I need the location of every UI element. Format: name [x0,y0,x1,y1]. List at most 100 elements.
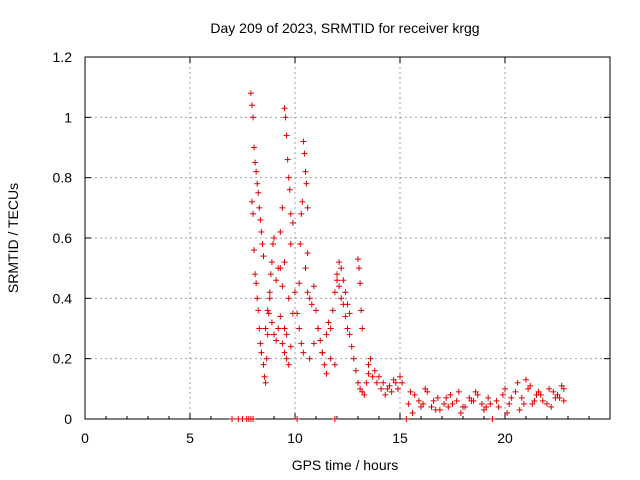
data-point [259,241,266,248]
data-point [502,385,508,392]
data-point [405,400,412,407]
data-point [281,349,288,356]
y-tick-label: 0.2 [53,351,73,367]
data-point [525,385,532,392]
data-point [327,325,334,332]
data-point [250,210,256,217]
data-point [255,189,262,196]
data-point [367,355,374,362]
data-point [299,198,306,205]
y-tick-label: 0 [64,411,72,427]
data-point [263,355,270,362]
data-point [294,310,301,317]
data-point [527,382,534,389]
data-point [342,313,349,320]
data-point [420,400,427,407]
data-point [344,301,351,308]
data-point [287,241,294,248]
data-point [308,301,315,308]
data-point [489,416,496,422]
data-point [466,394,473,401]
data-point [279,340,286,347]
data-point [268,319,275,326]
data-point [336,259,343,266]
data-point [485,394,492,401]
data-point [356,265,363,272]
data-point [388,388,395,395]
x-tick-label: 5 [186,430,194,446]
data-point [550,388,557,395]
data-point [321,361,328,368]
data-point [273,337,280,344]
data-point [340,277,347,284]
data-point [365,361,372,368]
data-point [323,331,330,338]
data-point [268,259,275,266]
data-point [286,186,293,193]
data-point [252,159,259,166]
data-point [251,144,258,151]
data-point [558,382,565,389]
data-point [483,403,490,410]
data-point [331,289,338,296]
data-point [281,105,288,112]
data-point [342,289,349,296]
data-points [229,90,567,422]
data-point [303,180,310,187]
data-point [334,271,340,278]
data-point [317,337,324,344]
data-point [487,400,494,407]
y-tick-label: 0.8 [53,170,73,186]
data-point [544,400,550,407]
data-point [306,355,313,362]
data-point [289,219,296,226]
data-point [384,385,391,392]
data-point [352,367,359,374]
data-point [310,283,317,290]
data-point [535,388,542,395]
data-point [506,400,513,407]
data-point [443,394,450,401]
data-point [359,388,366,395]
data-point [397,373,403,380]
data-point [363,379,370,386]
data-point [560,385,567,392]
data-point [355,256,361,263]
data-point [294,416,301,422]
y-tick-label: 0.6 [53,230,73,246]
data-point [455,388,462,395]
data-point [257,216,264,223]
data-point [355,379,361,386]
data-point [279,283,286,290]
data-point [252,271,259,278]
data-point [447,391,454,398]
data-point [394,385,401,392]
data-point [357,385,364,392]
data-point [424,388,431,395]
data-point [255,307,262,314]
data-point [331,361,338,368]
data-point [285,295,292,302]
data-point [256,325,263,332]
data-point [508,394,515,401]
data-point [359,325,366,332]
data-point [493,397,500,404]
x-tick-label: 10 [287,430,303,446]
data-point [350,355,357,362]
data-point [376,373,382,380]
y-axis-label: SRMTID / TECUs [5,183,21,293]
data-point [371,367,378,374]
data-point [279,204,286,211]
data-point [552,394,559,401]
data-point [470,397,477,404]
data-point [472,388,479,395]
data-point [271,235,277,241]
data-point [344,325,351,332]
chart-title: Day 209 of 2023, SRMTID for receiver krg… [210,20,479,36]
axis-ticks: 0 0.2 0.4 0.6 0.8 1 1.2 0 5 10 15 20 [53,49,610,446]
data-point [266,289,273,296]
data-point [283,355,290,362]
data-point [407,388,414,395]
data-point [300,349,307,356]
data-point [267,271,274,278]
